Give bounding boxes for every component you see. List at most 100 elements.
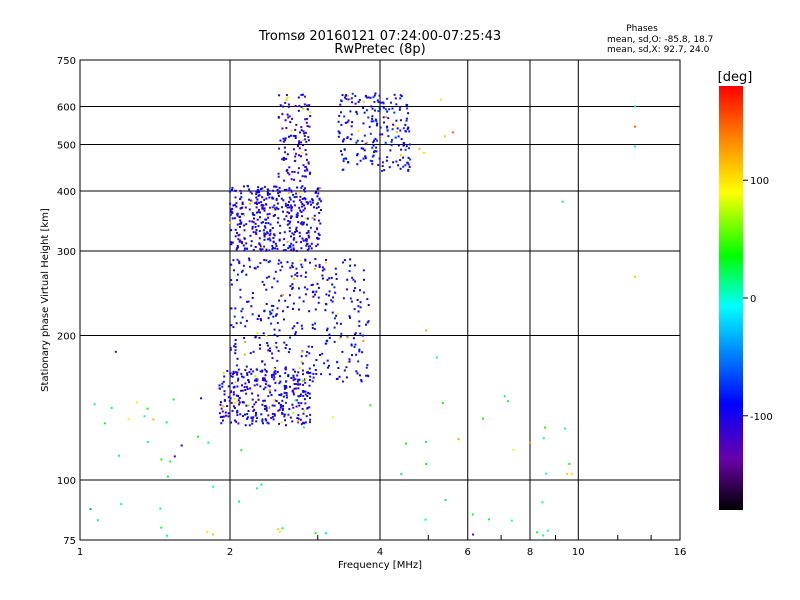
echo-point bbox=[236, 244, 239, 247]
echo-point bbox=[275, 185, 278, 188]
echo-point bbox=[303, 169, 306, 172]
echo-point bbox=[316, 195, 319, 198]
echo-point bbox=[302, 164, 305, 167]
echo-point bbox=[303, 103, 306, 106]
echo-point bbox=[399, 119, 402, 122]
echo-point bbox=[265, 197, 268, 200]
echo-point bbox=[256, 211, 258, 214]
echo-point bbox=[310, 284, 313, 287]
echo-point bbox=[246, 300, 249, 303]
echo-point bbox=[240, 240, 243, 243]
echo-point bbox=[325, 261, 327, 264]
echo-point bbox=[238, 222, 241, 225]
echo-point bbox=[336, 322, 338, 325]
echo-point bbox=[326, 359, 329, 362]
echo-point bbox=[313, 214, 316, 217]
echo-point bbox=[243, 249, 246, 252]
echo-point bbox=[255, 196, 258, 199]
echo-point bbox=[374, 109, 376, 112]
echo-point bbox=[377, 110, 380, 113]
echo-point bbox=[378, 94, 381, 97]
echo-point bbox=[285, 99, 288, 101]
echo-point bbox=[236, 190, 239, 193]
echo-point bbox=[262, 388, 265, 391]
echo-point bbox=[306, 351, 309, 353]
echo-point bbox=[304, 149, 307, 151]
echo-point bbox=[292, 302, 295, 305]
echo-point bbox=[292, 308, 294, 310]
echo-point bbox=[268, 234, 271, 237]
x-tick-label: 10 bbox=[572, 547, 585, 558]
echo-point bbox=[305, 104, 308, 107]
echo-point bbox=[286, 240, 289, 243]
echo-point bbox=[354, 280, 357, 283]
y-tick-label: 100 bbox=[57, 476, 76, 487]
echo-point bbox=[570, 472, 573, 475]
echo-point bbox=[340, 150, 342, 153]
echo-point bbox=[284, 151, 287, 154]
echo-point bbox=[295, 399, 298, 402]
echo-point bbox=[180, 444, 183, 447]
echo-point bbox=[387, 117, 390, 120]
echo-point bbox=[267, 317, 270, 320]
echo-point bbox=[289, 285, 292, 288]
echo-point bbox=[293, 178, 296, 181]
echo-point bbox=[282, 395, 285, 398]
echo-point bbox=[240, 389, 243, 392]
echo-point bbox=[273, 344, 276, 347]
echo-point bbox=[277, 409, 280, 412]
echo-point bbox=[290, 242, 293, 245]
echo-point bbox=[219, 416, 222, 419]
echo-point bbox=[261, 207, 264, 210]
echo-point bbox=[240, 449, 243, 452]
echo-point bbox=[286, 153, 289, 156]
echo-point bbox=[304, 187, 306, 190]
echo-point bbox=[251, 220, 254, 223]
echo-point bbox=[264, 407, 266, 410]
echo-point bbox=[255, 229, 258, 231]
echo-point bbox=[327, 366, 329, 369]
echo-point bbox=[326, 278, 329, 281]
echo-point bbox=[374, 92, 377, 95]
echo-point bbox=[395, 160, 398, 163]
echo-point bbox=[291, 262, 294, 265]
echo-point bbox=[236, 357, 239, 360]
echo-point bbox=[296, 212, 299, 215]
echo-point bbox=[239, 239, 242, 242]
echo-point bbox=[222, 372, 225, 374]
echo-point bbox=[236, 373, 239, 376]
echo-point bbox=[317, 301, 320, 304]
echo-point bbox=[316, 188, 319, 191]
echo-point bbox=[300, 263, 303, 266]
echo-point bbox=[372, 141, 375, 144]
echo-point bbox=[241, 375, 243, 378]
echo-point bbox=[212, 533, 215, 536]
echo-point bbox=[354, 95, 357, 97]
echo-point bbox=[404, 123, 407, 126]
echo-point bbox=[399, 154, 402, 157]
echo-point bbox=[302, 300, 305, 303]
echo-point bbox=[265, 335, 268, 337]
echo-point bbox=[283, 415, 286, 418]
echo-point bbox=[221, 385, 224, 388]
echo-point bbox=[305, 377, 307, 380]
echo-point bbox=[406, 161, 409, 164]
echo-point bbox=[307, 391, 310, 394]
echo-point bbox=[307, 136, 310, 139]
echo-point bbox=[246, 417, 249, 420]
echo-point bbox=[287, 219, 290, 222]
echo-point bbox=[357, 130, 360, 132]
echo-point bbox=[271, 247, 274, 249]
echo-point bbox=[359, 306, 362, 309]
echo-point bbox=[243, 337, 246, 339]
echo-point bbox=[288, 206, 291, 209]
echo-point bbox=[357, 310, 360, 313]
echo-point bbox=[241, 203, 244, 206]
echo-point bbox=[219, 401, 222, 404]
echo-point bbox=[255, 193, 258, 196]
echo-point bbox=[379, 107, 381, 110]
echo-point bbox=[253, 214, 256, 216]
echo-point bbox=[353, 346, 356, 348]
echo-point bbox=[314, 293, 316, 296]
echo-point bbox=[332, 296, 335, 299]
